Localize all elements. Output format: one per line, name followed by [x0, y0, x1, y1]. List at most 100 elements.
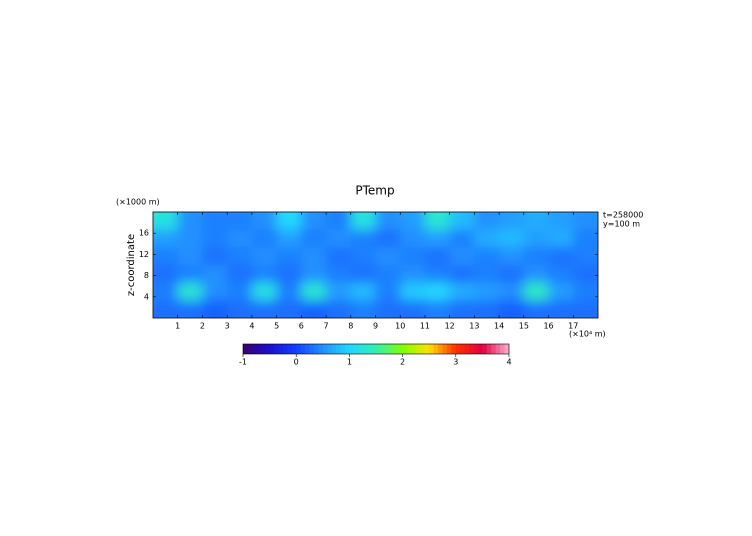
- colorbar-tick-label: 2: [400, 358, 405, 367]
- colorbar-swatch: [247, 344, 253, 354]
- heatmap-cell: [276, 282, 302, 301]
- heatmap-cell: [276, 212, 302, 231]
- heatmap-cell: [375, 212, 401, 231]
- heatmap-cell: [400, 247, 426, 266]
- colorbar-swatch: [500, 344, 505, 354]
- colorbar-swatch: [251, 344, 257, 354]
- colorbar-swatch: [260, 344, 266, 354]
- heatmap-cell: [326, 282, 352, 301]
- y-tick-label: 4: [144, 292, 149, 301]
- x-tick-label: 6: [299, 322, 304, 331]
- heatmap: [153, 212, 598, 318]
- heatmap-cell: [251, 212, 278, 231]
- colorbar-swatch: [393, 344, 399, 354]
- colorbar-swatch: [384, 344, 390, 354]
- heatmap-cell: [375, 265, 401, 284]
- heatmap-cell: [474, 265, 500, 284]
- heatmap-cell: [301, 229, 327, 248]
- heatmap-cell: [177, 247, 203, 266]
- heatmap-cell: [251, 229, 278, 248]
- colorbar-swatch: [318, 344, 324, 354]
- colorbar-swatch: [353, 344, 359, 354]
- heatmap-cell: [227, 300, 253, 318]
- heatmap-cell: [350, 212, 376, 231]
- colorbar-swatch: [402, 344, 408, 354]
- x-tick-label: 5: [274, 322, 279, 331]
- heatmap-cell: [400, 300, 426, 318]
- heatmap-cell: [523, 212, 550, 231]
- heatmap-cell: [177, 300, 203, 318]
- heatmap-cell: [301, 282, 327, 301]
- heatmap-cell: [573, 282, 598, 301]
- y-tick-label: 8: [144, 271, 149, 280]
- heatmap-cell: [548, 300, 574, 318]
- heatmap-cell: [548, 229, 574, 248]
- colorbar-swatch: [429, 344, 435, 354]
- heatmap-cell: [499, 282, 525, 301]
- colorbar-swatch: [313, 344, 319, 354]
- heatmap-cell: [350, 265, 376, 284]
- colorbar-swatch: [389, 344, 395, 354]
- colorbar-swatch: [451, 344, 457, 354]
- colorbar-swatch: [344, 344, 350, 354]
- colorbar-swatch: [376, 344, 381, 354]
- colorbar-frame: [242, 343, 510, 355]
- x-tick-label: 3: [225, 322, 230, 331]
- heatmap-cell: [499, 229, 525, 248]
- heatmap-cell: [276, 229, 302, 248]
- heatmap-cell: [251, 247, 278, 266]
- heatmap-cell: [400, 212, 426, 231]
- heatmap-cell: [227, 282, 253, 301]
- colorbar-swatch: [331, 344, 337, 354]
- heatmap-cell: [326, 229, 352, 248]
- heatmap-cell: [523, 300, 550, 318]
- x-tick-label: 1: [175, 322, 180, 331]
- colorbar-swatch: [327, 344, 333, 354]
- colorbar-tick-label: 1: [347, 358, 352, 367]
- heatmap-cell: [523, 265, 550, 284]
- colorbar-swatch: [367, 344, 372, 354]
- colorbar-swatch: [473, 344, 479, 354]
- colorbar-swatch: [256, 344, 262, 354]
- x-tick-label: 17: [568, 322, 578, 331]
- heatmap-cell: [202, 282, 228, 301]
- heatmap-cell: [251, 300, 278, 318]
- heatmap-cell: [177, 212, 203, 231]
- y-unit: (×1000 m): [116, 198, 160, 207]
- heatmap-cell: [227, 247, 253, 266]
- colorbar-swatch: [380, 344, 386, 354]
- colorbar-swatch: [309, 344, 315, 354]
- heatmap-cell: [523, 229, 550, 248]
- heatmap-cell: [202, 247, 228, 266]
- heatmap-cell: [177, 229, 203, 248]
- colorbar-swatch: [469, 344, 474, 354]
- x-tick-label: 8: [348, 322, 353, 331]
- colorbar-swatch: [491, 344, 497, 354]
- heatmap-cell: [424, 265, 451, 284]
- heatmap-cell: [474, 212, 500, 231]
- heatmap-cell: [301, 212, 327, 231]
- heatmap-cell: [424, 300, 451, 318]
- y-axis-label: z-coordinate: [126, 234, 137, 296]
- annotation: y=100 m: [603, 220, 640, 229]
- heatmap-cell: [153, 265, 179, 284]
- x-tick-label: 14: [494, 322, 504, 331]
- colorbar-swatch: [495, 344, 501, 354]
- colorbar-swatch: [504, 344, 510, 354]
- x-tick-label: 11: [420, 322, 430, 331]
- colorbar-tick-label: 0: [294, 358, 299, 367]
- heatmap-cell: [548, 212, 574, 231]
- heatmap-cell: [573, 247, 598, 266]
- heatmap-cell: [202, 300, 228, 318]
- heatmap-cell: [499, 212, 525, 231]
- colorbar-swatch: [464, 344, 470, 354]
- heatmap-cell: [227, 212, 253, 231]
- heatmap-cell: [424, 229, 451, 248]
- colorbar-swatch: [362, 344, 368, 354]
- heatmap-cell: [573, 300, 598, 318]
- heatmap-cell: [177, 265, 203, 284]
- heatmap-cell: [177, 282, 203, 301]
- heatmap-cell: [153, 300, 179, 318]
- heatmap-cell: [424, 247, 451, 266]
- heatmap-cell: [375, 247, 401, 266]
